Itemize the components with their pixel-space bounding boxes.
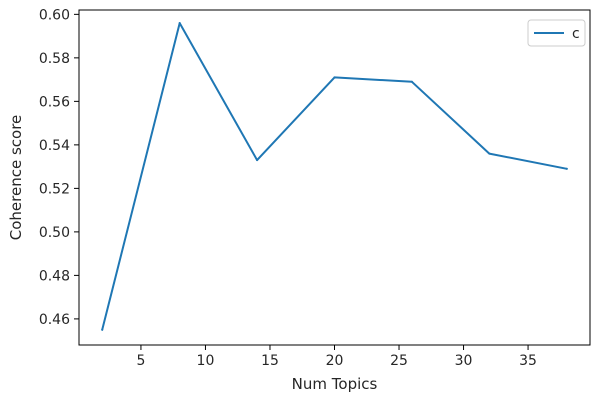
x-tick-label-15: 15 xyxy=(261,353,279,369)
data-point-c-26 xyxy=(410,80,413,83)
x-tick-label-30: 30 xyxy=(455,353,473,369)
data-point-c-38 xyxy=(565,167,568,170)
data-point-c-14 xyxy=(256,159,259,162)
x-tick-label-5: 5 xyxy=(136,353,145,369)
plot-frame xyxy=(78,9,591,346)
x-axis-title: Num Topics xyxy=(292,375,378,392)
series-layer xyxy=(101,22,568,331)
y-axis-title: Coherence score xyxy=(7,115,25,241)
data-point-c-32 xyxy=(488,152,491,155)
x-tick-label-35: 35 xyxy=(519,353,537,369)
y-tick-label-0.54: 0.54 xyxy=(39,138,70,154)
y-tick-label-0.46: 0.46 xyxy=(39,312,70,328)
x-tick-label-20: 20 xyxy=(326,353,344,369)
axes: 5 10 15 20 25 30 35 0.46 0.48 0.50 0.52 0.54 0.56 0.5… xyxy=(39,7,591,369)
x-tick-label-25: 25 xyxy=(390,353,408,369)
data-point-c-20 xyxy=(333,76,336,79)
y-tick-label-0.56: 0.56 xyxy=(39,94,70,110)
y-tick-label-0.50: 0.50 xyxy=(39,225,70,241)
series-line-c xyxy=(101,22,568,331)
data-point-c-2 xyxy=(101,328,104,331)
y-tick-label-0.52: 0.52 xyxy=(39,181,70,197)
y-tick-label-0.48: 0.48 xyxy=(39,268,70,284)
y-tick-label-0.60: 0.60 xyxy=(39,7,70,23)
y-tick-label-0.58: 0.58 xyxy=(39,51,70,67)
legend: c xyxy=(527,19,586,47)
x-tick-label-10: 10 xyxy=(197,353,215,369)
legend-label-c: c xyxy=(572,26,580,42)
data-point-c-8 xyxy=(178,22,181,25)
